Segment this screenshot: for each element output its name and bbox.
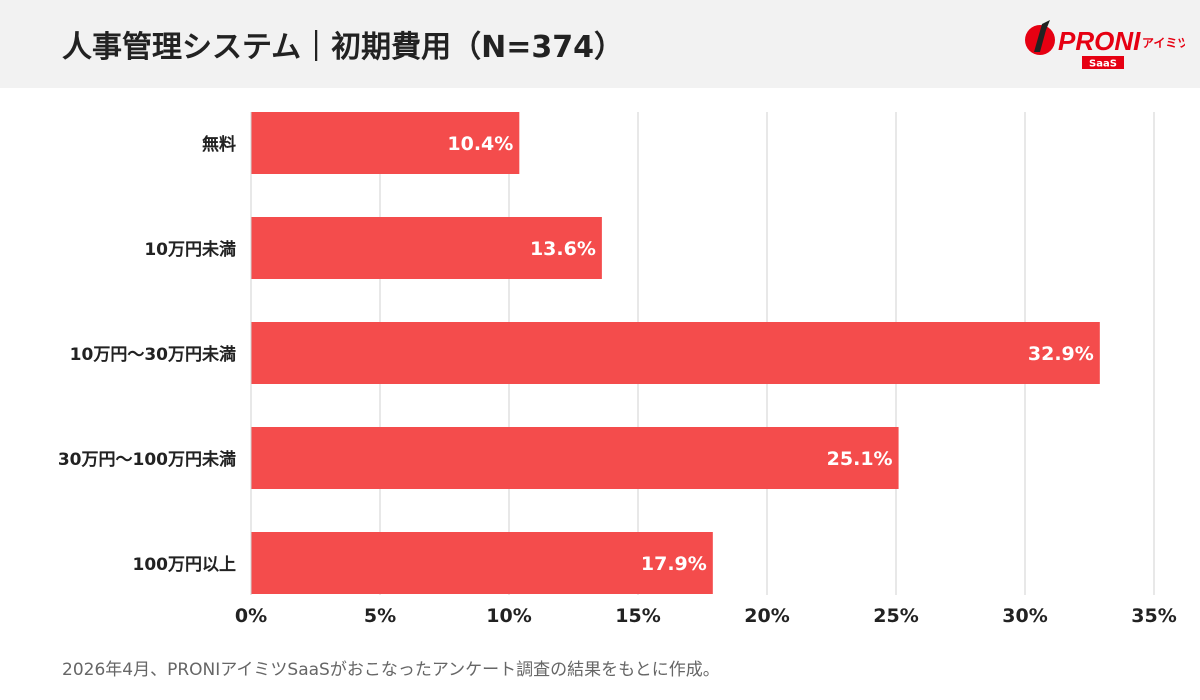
x-tick-label: 5% <box>364 605 396 627</box>
page-title: 人事管理システム｜初期費用（N=374） <box>62 30 624 65</box>
header-band: 人事管理システム｜初期費用（N=374） PRONI アイミツ SaaS <box>0 0 1200 88</box>
x-tick-label: 25% <box>873 605 918 627</box>
data-label: 10.4% <box>447 133 513 155</box>
category-label: 100万円以上 <box>133 555 237 575</box>
svg-text:アイミツ: アイミツ <box>1142 36 1185 50</box>
bar <box>251 322 1100 384</box>
proni-logo: PRONI アイミツ SaaS <box>1025 20 1185 70</box>
source-note: 2026年4月、PRONIアイミツSaaSがおこなったアンケート調査の結果をもと… <box>62 660 720 680</box>
x-tick-label: 35% <box>1131 605 1176 627</box>
data-label: 32.9% <box>1028 343 1094 365</box>
bar <box>251 217 602 279</box>
category-label: 10万円〜30万円未満 <box>70 344 236 365</box>
svg-text:SaaS: SaaS <box>1089 59 1117 70</box>
data-label: 17.9% <box>641 553 707 575</box>
bar <box>251 427 899 489</box>
data-label: 25.1% <box>827 448 893 470</box>
bar <box>251 112 520 174</box>
category-label: 10万円未満 <box>144 239 236 260</box>
category-label: 30万円〜100万円未満 <box>58 449 236 470</box>
bar <box>251 532 713 594</box>
x-tick-label: 30% <box>1002 605 1047 627</box>
x-tick-label: 10% <box>486 605 531 627</box>
x-tick-label: 20% <box>744 605 789 627</box>
x-tick-label: 0% <box>235 605 267 627</box>
svg-text:PRONI: PRONI <box>1058 26 1141 56</box>
x-tick-label: 15% <box>615 605 660 627</box>
data-label: 13.6% <box>530 238 596 260</box>
category-label: 無料 <box>202 134 236 155</box>
